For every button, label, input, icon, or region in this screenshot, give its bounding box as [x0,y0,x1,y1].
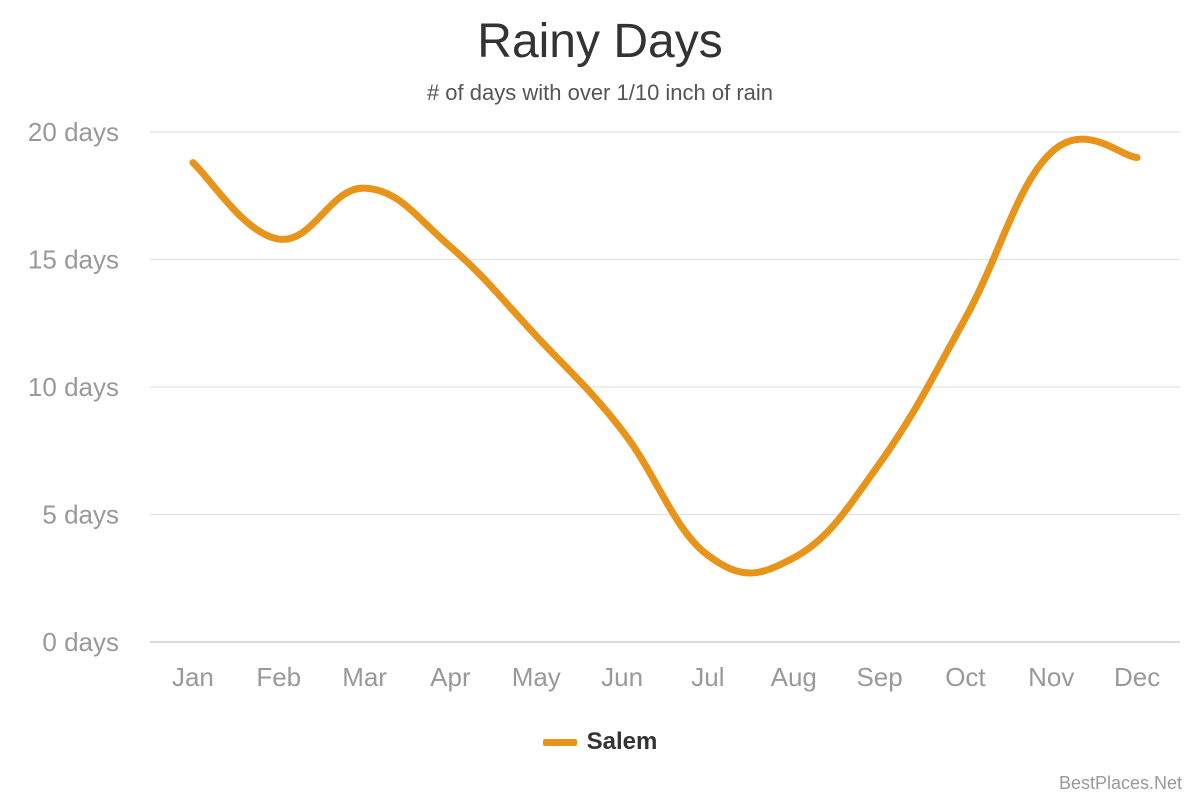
x-tick-label: Jun [601,662,643,692]
x-tick-label: Sep [856,662,902,692]
x-tick-label: Dec [1114,662,1160,692]
y-tick-label: 15 days [28,245,119,275]
grid-lines [150,131,1180,643]
chart-subtitle: # of days with over 1/10 inch of rain [426,80,774,105]
legend-swatch [542,738,577,746]
series-layer [189,135,1141,577]
chart-title: Rainy Days [477,15,723,68]
x-axis-ticks: Jan Feb Mar Apr May Jun Jul Aug Sep Oct Nov Dec [172,662,1160,692]
series-line-salem [189,135,1141,577]
x-tick-label: Jul [691,662,724,692]
y-tick-label: 10 days [28,372,119,402]
legend-label-salem[interactable]: Salem [586,728,658,755]
legend: Salem [0,728,1200,756]
y-tick-label: 0 days [42,627,119,657]
y-axis-ticks: 0 days 5 days 10 days 15 days 20 days [28,117,119,657]
x-tick-label: Nov [1028,662,1074,692]
x-tick-label: Oct [945,662,986,692]
y-tick-label: 20 days [28,117,119,147]
watermark: BestPlaces.Net [1058,773,1182,793]
x-tick-label: Feb [256,662,301,692]
x-tick-label: Aug [771,662,817,692]
x-tick-label: Apr [430,662,471,692]
x-tick-label: May [512,662,561,692]
x-tick-label: Mar [342,662,387,692]
y-tick-label: 5 days [42,500,119,530]
x-tick-label: Jan [172,662,214,692]
